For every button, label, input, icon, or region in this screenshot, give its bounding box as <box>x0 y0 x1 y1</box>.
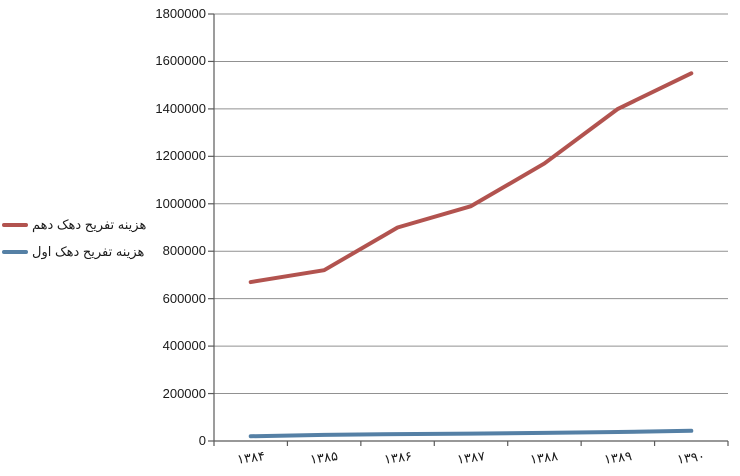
legend-item-decile-10: هزینه تفریح دهک دهم <box>2 216 146 234</box>
legend-label-decile-1: هزینه تفریح دهک اول <box>32 244 145 259</box>
y-axis-tick-label: 1800000 <box>155 6 206 21</box>
y-axis-tick-label: 600000 <box>162 290 206 306</box>
y-axis-tick-label: 400000 <box>162 338 206 354</box>
y-axis-tick-label: 200000 <box>162 385 206 401</box>
series-line-1 <box>248 428 694 439</box>
y-axis-tick-label: 1400000 <box>155 100 206 116</box>
legend-item-decile-1: هزینه تفریح دهک اول <box>2 243 146 261</box>
legend-swatch-decile-10-icon <box>2 223 28 227</box>
y-axis-tick-label: 1600000 <box>155 53 206 69</box>
y-axis-tick-label: 800000 <box>162 243 206 259</box>
y-axis-tick-label: 1000000 <box>155 195 206 211</box>
y-axis-tick-label: 1200000 <box>155 148 206 164</box>
legend-swatch-decile-1-icon <box>2 250 28 254</box>
series-line-0 <box>248 71 694 285</box>
legend-label-decile-10: هزینه تفریح دهک دهم <box>32 217 147 232</box>
y-axis-tick-label: 0 <box>198 433 206 448</box>
chart-legend: هزینه تفریح دهک دهم هزینه تفریح دهک اول <box>2 216 146 261</box>
